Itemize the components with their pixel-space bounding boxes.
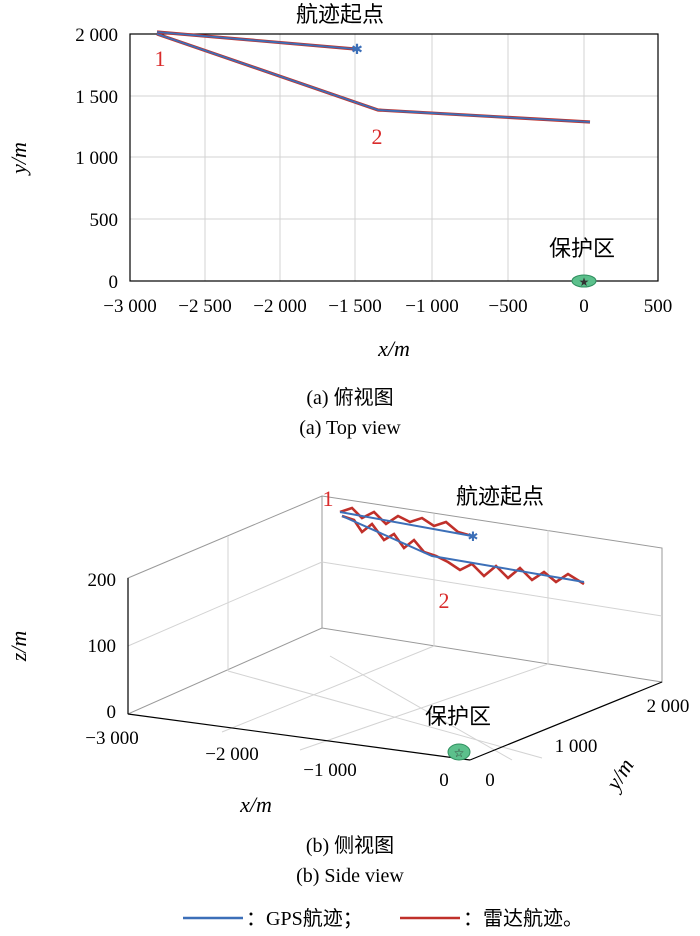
top-protected-zone-star-icon: ★ (579, 275, 590, 289)
side-floor-grid-x-2000 (227, 670, 543, 759)
side-ytick-label-1000: 1 000 (555, 736, 598, 757)
top-ytick-label-2000: 2 000 (75, 25, 118, 46)
side-ytick-label-0: 0 (485, 770, 495, 791)
side-xtick-label-neg1000: −1 000 (303, 760, 356, 781)
legend-gps-label: ：GPS航迹； (246, 907, 363, 930)
top-ytick-label-1000: 1 000 (75, 148, 118, 169)
side-gps-track-1 (339, 511, 473, 537)
top-xtick-label-neg1500: −1 500 (328, 296, 381, 317)
side-xtick-label-0: 0 (439, 770, 449, 791)
top-x-axis-label: x/m (377, 336, 410, 361)
side-right-wall-grid-100 (321, 561, 663, 617)
legend-radar-label: ：雷达航迹。 (463, 907, 583, 930)
top-annotation-zone: 保护区 (549, 236, 615, 261)
top-xtick-label-500: 500 (644, 296, 673, 317)
side-ztick-label-100: 100 (88, 636, 117, 657)
side-annotation-zone: 保护区 (425, 704, 491, 729)
side-floor-grid-y-1000b (299, 663, 549, 751)
top-label-1: 1 (155, 46, 166, 71)
side-ztick-label-200: 200 (88, 570, 117, 591)
legend: ：GPS航迹； ：雷达航迹。 (183, 907, 583, 930)
side-view-chart: 200 100 0 −3 000 −2 000 −1 000 0 0 1 000… (6, 484, 689, 887)
side-back-walls (127, 495, 663, 715)
top-track-end-star-icon: ✱ (351, 43, 363, 58)
side-annotation-start: 航迹起点 (456, 484, 544, 509)
top-xtick-label-0: 0 (579, 296, 589, 317)
side-ztick-label-0: 0 (107, 702, 117, 723)
top-ytick-label-500: 500 (90, 210, 119, 231)
top-ytick-label-1500: 1 500 (75, 87, 118, 108)
side-x-axis-label: x/m (239, 792, 272, 817)
side-protected-zone-marker (447, 743, 471, 761)
side-left-wall-grid-100 (127, 561, 323, 647)
top-label-2: 2 (372, 124, 383, 149)
top-xtick-label-neg500: −500 (488, 296, 527, 317)
side-xtick-label-neg2000: −2 000 (205, 744, 258, 765)
top-xtick-label-neg3000: −3 000 (103, 296, 156, 317)
top-xtick-label-neg2000: −2 000 (253, 296, 306, 317)
top-annotation-start: 航迹起点 (296, 2, 384, 27)
side-xtick-label-neg3000: −3 000 (85, 728, 138, 749)
side-ytick-label-2000: 2 000 (647, 696, 690, 717)
side-caption-en: (b) Side view (296, 865, 404, 887)
side-z-axis-label: z/m (6, 631, 31, 663)
side-label-1: 1 (323, 486, 334, 511)
side-floor-grid-y-1000 (221, 645, 435, 733)
side-protected-zone-star-icon: ☆ (454, 746, 465, 760)
side-y-axis-line (469, 681, 663, 761)
top-y-axis-label: y/m (6, 142, 31, 176)
side-gps-track-2 (341, 515, 585, 583)
top-xtick-label-neg1000: −1 000 (405, 296, 458, 317)
top-gps-track-1 (156, 31, 356, 50)
side-label-2: 2 (439, 588, 450, 613)
side-y-axis-label: y/m (600, 754, 639, 796)
top-ytick-label-0: 0 (109, 272, 119, 293)
top-xtick-label-neg2500: −2 500 (178, 296, 231, 317)
top-caption-cn: (a) 俯视图 (306, 386, 393, 409)
side-track-end-star-icon: ✱ (468, 529, 479, 544)
top-view-chart: 2 000 1 500 1 000 500 0 −3 000 −2 500 −2… (6, 2, 672, 439)
top-caption-en: (a) Top view (299, 417, 401, 439)
side-x-axis-line (127, 713, 471, 761)
top-gps-track-2 (156, 33, 591, 123)
top-view-plot-frame (129, 33, 659, 282)
side-caption-cn: (b) 侧视图 (306, 834, 394, 857)
top-protected-zone-marker (571, 274, 597, 288)
